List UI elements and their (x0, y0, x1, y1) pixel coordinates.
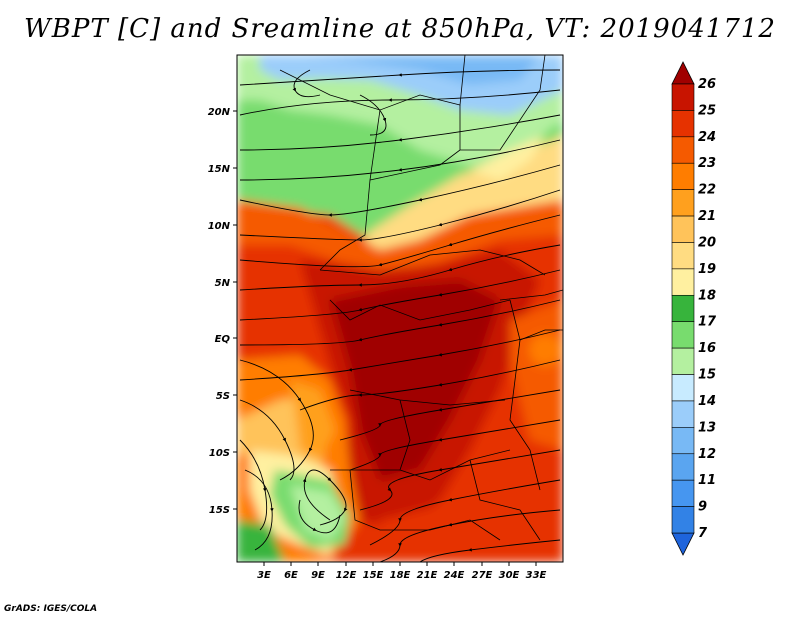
colorbar-segment (671, 427, 695, 455)
colorbar-label: 24 (698, 130, 716, 145)
colorbar-segment (671, 294, 695, 323)
colorbar-label: 22 (698, 183, 716, 198)
colorbar-segment (671, 83, 695, 111)
colorbar-label: 13 (698, 420, 716, 435)
wbpt-shading (237, 55, 563, 562)
colorbar-segment (671, 268, 695, 296)
colorbar-segment (671, 506, 695, 534)
colorbar-segment (671, 242, 695, 270)
colorbar-label: 12 (698, 447, 716, 462)
lon-tick-label: 33E (526, 570, 547, 581)
colorbar-label: 26 (698, 77, 716, 92)
lat-tick-label: 5N (215, 278, 231, 289)
lat-tick-label: EQ (215, 334, 231, 345)
colorbar-segment (671, 400, 695, 428)
colorbar-max-arrow (671, 61, 695, 85)
colorbar: 7 9 11 12 13 14 15 16 17 18 19 20 21 22 23 24 25 26 (671, 61, 717, 556)
colorbar-segment (671, 215, 695, 243)
colorbar-segment (671, 347, 695, 375)
colorbar-segment (671, 189, 695, 217)
lon-tick-label: 21E (417, 570, 438, 581)
colorbar-label: 9 (698, 500, 707, 515)
lon-tick-label: 30E (499, 570, 520, 581)
latitude-axis: 20N 15N 10N 5N EQ 5S 10S 15S (208, 107, 237, 516)
lon-tick-label: 18E (390, 570, 411, 581)
lon-tick-label: 9E (311, 570, 325, 581)
colorbar-label: 7 (698, 526, 708, 541)
colorbar-label: 19 (698, 262, 716, 277)
colorbar-label: 20 (698, 235, 716, 250)
longitude-axis: 3E 6E 9E 12E 15E 18E 21E 24E 27E 30E 33E (257, 562, 547, 581)
lon-tick-label: 12E (336, 570, 357, 581)
colorbar-segment (671, 110, 695, 138)
lat-tick-label: 10S (209, 448, 230, 459)
streamlines (239, 69, 561, 562)
colorbar-label: 14 (698, 394, 716, 409)
lon-tick-label: 6E (284, 570, 298, 581)
grads-credit: GrADS: IGES/COLA (4, 604, 98, 614)
colorbar-label: 23 (698, 156, 716, 171)
colorbar-label: 11 (698, 473, 716, 488)
lat-tick-label: 5S (216, 391, 230, 402)
colorbar-label: 16 (698, 341, 716, 356)
colorbar-label: 15 (698, 368, 716, 383)
lon-tick-label: 15E (363, 570, 384, 581)
colorbar-label: 25 (698, 103, 716, 118)
lon-tick-label: 3E (257, 570, 271, 581)
lon-tick-label: 24E (444, 570, 465, 581)
map-title: WBPT [C] and Sreamline at 850hPa, VT: 20… (24, 14, 776, 44)
colorbar-segment (671, 136, 695, 164)
lat-tick-label: 20N (208, 107, 231, 118)
colorbar-segment (671, 374, 695, 402)
colorbar-segment (671, 479, 695, 507)
lat-tick-label: 15N (208, 164, 231, 175)
lat-tick-label: 10N (208, 221, 231, 232)
colorbar-min-arrow (671, 532, 695, 556)
colorbar-label: 17 (698, 315, 717, 330)
colorbar-segment (671, 162, 695, 190)
lon-tick-label: 27E (472, 570, 493, 581)
colorbar-segment (671, 453, 695, 481)
colorbar-label: 18 (698, 288, 716, 303)
colorbar-label: 21 (698, 209, 716, 224)
colorbar-segment (671, 321, 695, 349)
lat-tick-label: 15S (209, 505, 230, 516)
